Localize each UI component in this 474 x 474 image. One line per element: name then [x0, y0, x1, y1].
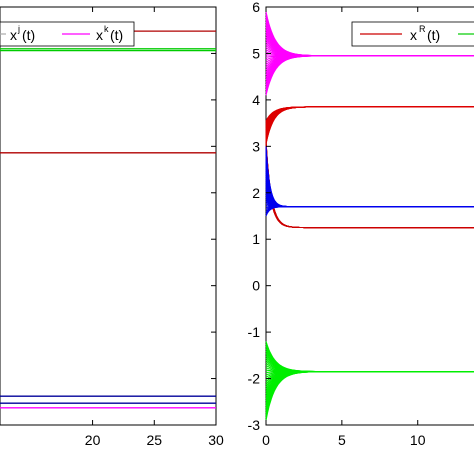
right-legend: x R (t)	[351, 21, 474, 47]
y-tick-label: 5	[252, 45, 260, 61]
x-tick-label: 0	[262, 432, 270, 448]
right-x-axis: 0 5 10	[262, 7, 426, 448]
right-legend-label-1-tail: (t)	[427, 27, 440, 43]
y-tick-label: -2	[248, 371, 261, 387]
y-tick-label: 3	[252, 138, 260, 154]
right-series-1-trajectory	[265, 341, 474, 373]
y-tick-label: 0	[252, 278, 260, 294]
x-tick-label: 10	[410, 432, 426, 448]
y-tick-label: -3	[248, 417, 261, 433]
left-x-axis: 20 25 30	[85, 7, 224, 448]
left-legend-label-2-tail: (t)	[110, 27, 123, 43]
left-legend-label-2-base: x	[96, 27, 103, 43]
x-tick-label: 5	[338, 432, 346, 448]
right-series-group	[265, 11, 474, 421]
y-tick-label: 1	[252, 231, 260, 247]
right-series-2-trajectory	[265, 106, 474, 122]
right-legend-label-1-base: x	[410, 27, 417, 43]
x-tick-label: 25	[146, 432, 162, 448]
y-tick-label: 4	[252, 92, 260, 108]
x-tick-label: 30	[208, 432, 224, 448]
left-legend-label-1-base: x	[10, 27, 17, 43]
left-legend-label-1-sup: j	[17, 24, 20, 34]
right-series-4-trajectory	[265, 146, 474, 208]
left-chart: 20 25 30 x j (t) x k (t)	[0, 6, 224, 448]
y-tick-label: 6	[252, 0, 260, 15]
right-plot-frame	[265, 6, 474, 426]
right-series-3-trajectory	[265, 141, 474, 229]
left-plot-frame	[0, 6, 217, 426]
left-legend-label-2-sup: k	[104, 24, 109, 34]
y-tick-label: -1	[248, 324, 261, 340]
right-legend-label-1-sup: R	[419, 24, 426, 34]
left-legend-label-1-tail: (t)	[22, 27, 35, 43]
right-series-0-trajectory	[265, 11, 474, 57]
y-tick-label: 2	[252, 185, 260, 201]
right-y-axis: 6 5 4 3 2 1 0 -1 -2 -3	[248, 0, 271, 433]
x-tick-label: 20	[85, 432, 101, 448]
left-legend: x j (t) x k (t)	[0, 21, 135, 47]
